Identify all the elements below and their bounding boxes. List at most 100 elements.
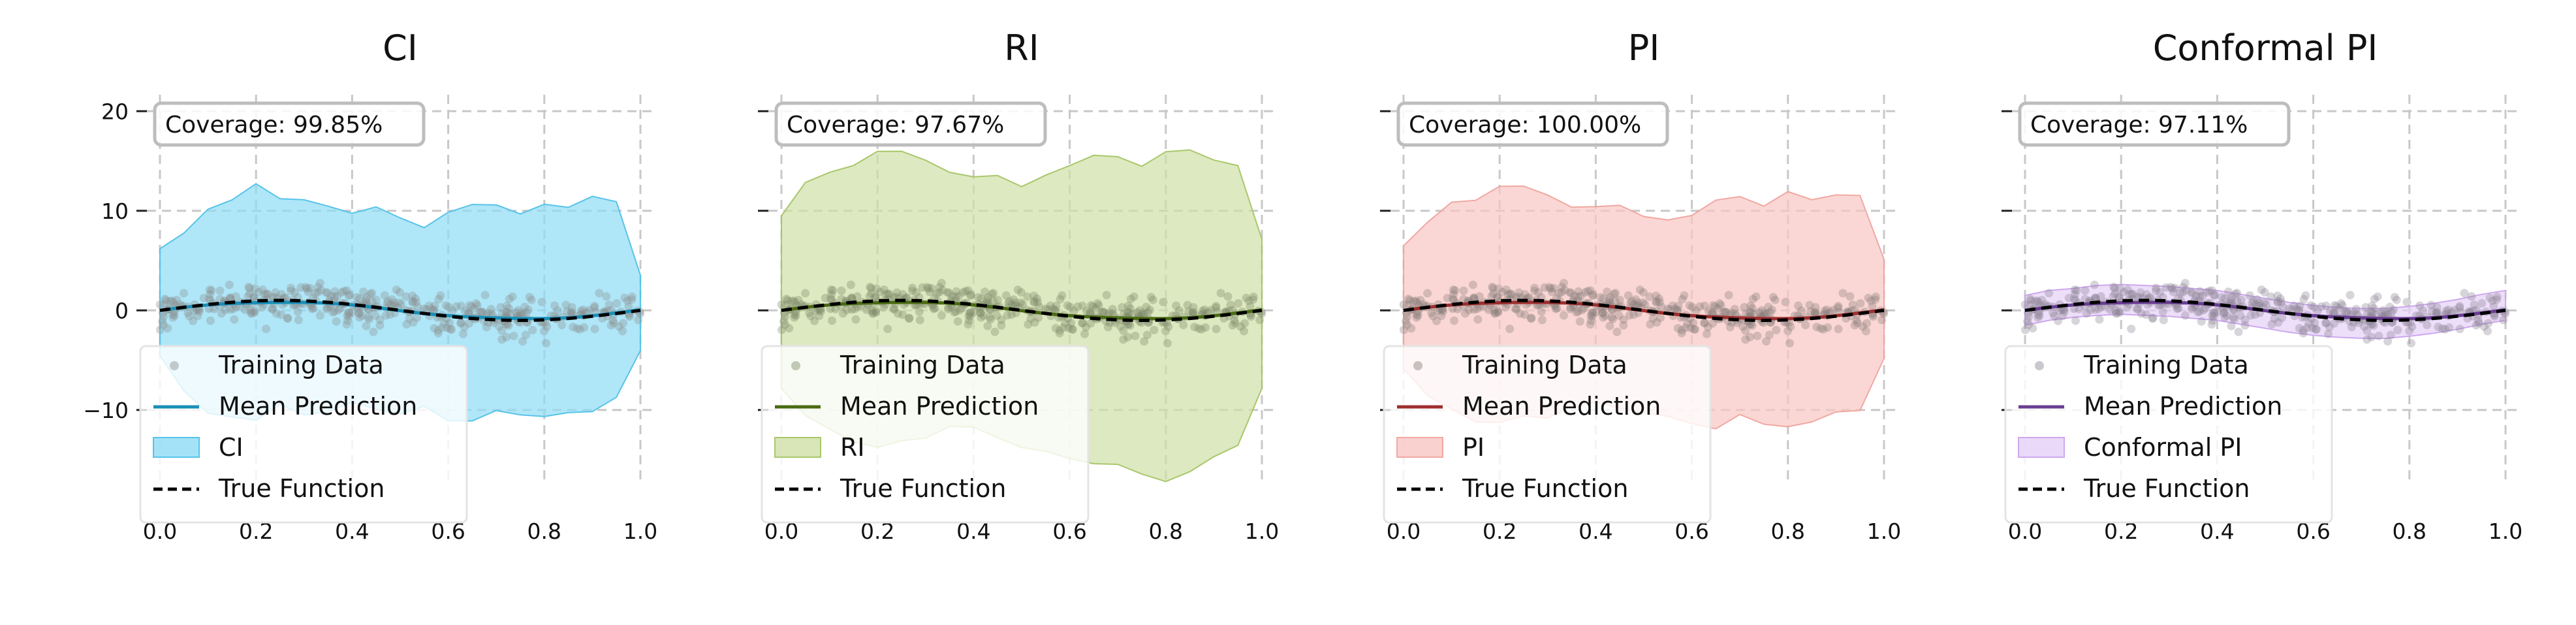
- training-point: [2479, 322, 2489, 331]
- training-point: [938, 285, 947, 295]
- training-point: [943, 288, 952, 297]
- training-point: [1527, 313, 1536, 323]
- training-point: [2152, 287, 2161, 295]
- training-point: [1094, 301, 1103, 310]
- training-point: [1716, 301, 1725, 310]
- training-point: [1545, 283, 1554, 292]
- training-point: [246, 306, 255, 315]
- training-point: [1772, 325, 1781, 334]
- training-point: [504, 321, 513, 330]
- training-point: [2208, 311, 2217, 320]
- training-point: [1609, 289, 1618, 298]
- training-point: [1506, 290, 1515, 299]
- training-point: [1577, 306, 1586, 315]
- training-point: [1663, 304, 1673, 313]
- training-point: [1688, 302, 1697, 312]
- training-point: [1627, 296, 1637, 306]
- training-point: [247, 309, 256, 318]
- training-point: [506, 310, 515, 319]
- training-point: [777, 300, 786, 309]
- training-point: [1150, 325, 1159, 334]
- training-point: [193, 312, 202, 321]
- training-point: [347, 308, 356, 317]
- training-point: [1043, 305, 1052, 314]
- training-point: [1607, 313, 1616, 322]
- training-point: [160, 300, 169, 310]
- training-point: [1123, 302, 1133, 310]
- training-point: [890, 305, 899, 314]
- training-point: [262, 325, 271, 334]
- training-point: [1034, 313, 1043, 323]
- training-point: [1504, 289, 1513, 298]
- training-point: [627, 292, 636, 301]
- training-point: [1877, 315, 1887, 325]
- training-point: [1748, 304, 1757, 313]
- training-point: [467, 302, 476, 311]
- training-point: [1852, 316, 1861, 325]
- training-point: [1505, 325, 1515, 334]
- training-point: [1846, 292, 1855, 301]
- training-point: [1745, 320, 1754, 329]
- training-point: [412, 298, 420, 307]
- training-point: [537, 298, 546, 306]
- training-point: [1494, 308, 1503, 317]
- training-point: [2024, 320, 2034, 329]
- training-point: [1657, 302, 1666, 312]
- training-point: [2342, 308, 2351, 317]
- training-point: [2111, 289, 2120, 298]
- training-point: [932, 289, 941, 298]
- training-point: [1108, 309, 1117, 318]
- training-point: [831, 304, 840, 313]
- training-point: [1434, 306, 1443, 315]
- training-point: [2114, 293, 2124, 302]
- training-point: [172, 296, 181, 304]
- training-point: [2081, 286, 2090, 295]
- training-point: [561, 300, 571, 310]
- training-point: [2499, 315, 2508, 325]
- training-point: [345, 308, 354, 317]
- training-point: [2304, 319, 2314, 328]
- training-point: [1740, 303, 1749, 312]
- training-point: [1708, 301, 1718, 310]
- training-point: [163, 324, 172, 333]
- training-point: [1871, 295, 1880, 304]
- training-point: [2111, 306, 2120, 315]
- training-point: [2313, 306, 2322, 315]
- training-point: [1677, 329, 1686, 338]
- training-point: [1413, 311, 1422, 320]
- training-point: [612, 299, 621, 308]
- training-point: [930, 304, 939, 313]
- training-point: [918, 283, 927, 292]
- training-point: [328, 308, 338, 317]
- y-tick-label: 0: [115, 298, 129, 323]
- training-point: [2188, 303, 2197, 312]
- training-point: [1490, 306, 1499, 315]
- training-point: [2369, 304, 2378, 313]
- training-point: [2428, 307, 2437, 316]
- training-point: [1834, 303, 1843, 312]
- training-point: [2152, 283, 2161, 293]
- training-point: [2187, 288, 2195, 297]
- training-point: [1856, 299, 1865, 308]
- training-point: [883, 325, 892, 334]
- training-point: [1244, 296, 1253, 305]
- training-point: [1473, 315, 1483, 324]
- training-point: [1007, 310, 1016, 319]
- training-point: [2133, 304, 2141, 313]
- coverage-box: [2018, 101, 2291, 147]
- training-point: [505, 295, 514, 304]
- training-point: [1212, 303, 1221, 312]
- training-point: [2091, 293, 2099, 302]
- training-point: [1255, 315, 1264, 325]
- training-point: [898, 290, 907, 299]
- training-point: [1816, 324, 1825, 333]
- training-point: [1683, 319, 1692, 328]
- training-point: [313, 283, 322, 292]
- training-point: [2187, 304, 2196, 313]
- training-point: [2374, 331, 2383, 340]
- training-point: [2116, 284, 2125, 293]
- training-point: [2209, 308, 2218, 317]
- training-point: [2329, 308, 2338, 317]
- training-point: [1102, 291, 1111, 300]
- training-point: [1246, 312, 1255, 321]
